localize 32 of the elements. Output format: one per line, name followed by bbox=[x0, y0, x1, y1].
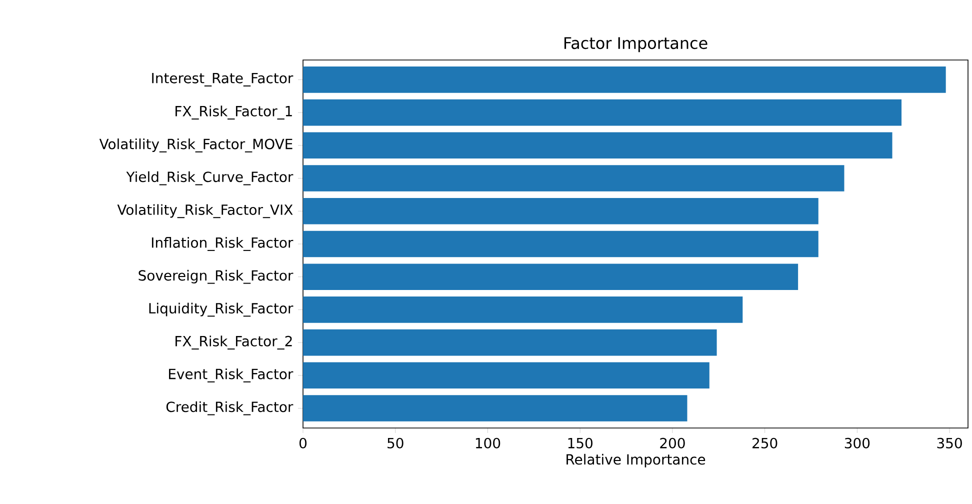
bar bbox=[303, 395, 688, 422]
bar bbox=[303, 99, 902, 126]
x-tick-label: 300 bbox=[844, 438, 870, 448]
bar bbox=[303, 165, 844, 192]
bar bbox=[303, 66, 946, 93]
y-tick-label: Interest_Rate_Factor bbox=[152, 72, 294, 86]
x-tick-label: 100 bbox=[476, 438, 500, 448]
y-tick-label: Liquidity_Risk_Factor bbox=[149, 302, 294, 317]
y-tick-label: Inflation_Risk_Factor bbox=[152, 237, 294, 251]
y-tick-label: Credit_Risk_Factor bbox=[166, 401, 294, 416]
x-tick-label: 250 bbox=[752, 438, 778, 448]
y-tick-label: Event_Risk_Factor bbox=[169, 368, 294, 382]
x-axis-title: Relative Importance bbox=[566, 454, 706, 468]
bar bbox=[303, 230, 818, 258]
x-tick-label: 200 bbox=[660, 438, 685, 448]
bar bbox=[303, 264, 798, 290]
x-tick-label: 50 bbox=[388, 438, 404, 448]
y-tick-label: Volatility_Risk_Factor_VIX bbox=[117, 204, 293, 218]
bar bbox=[303, 198, 818, 224]
x-tick-label: 150 bbox=[568, 438, 592, 448]
x-tick-label: 350 bbox=[937, 438, 962, 448]
y-tick-label: Volatility_Risk_Factor_MOVE bbox=[99, 138, 292, 152]
y-tick-label: Sovereign_Risk_Factor bbox=[138, 270, 294, 284]
y-tick-label: Yield_Risk_Curve_Factor bbox=[126, 171, 294, 186]
bar bbox=[303, 296, 743, 323]
bar bbox=[303, 362, 710, 389]
y-tick-label: FX_Risk_Factor_2 bbox=[176, 336, 292, 350]
bar bbox=[303, 132, 892, 159]
y-tick-label: FX_Risk_Factor_1 bbox=[176, 106, 292, 120]
chart-title: Factor Importance bbox=[564, 37, 708, 52]
x-tick-label: 0 bbox=[299, 438, 307, 448]
bar bbox=[303, 329, 717, 356]
